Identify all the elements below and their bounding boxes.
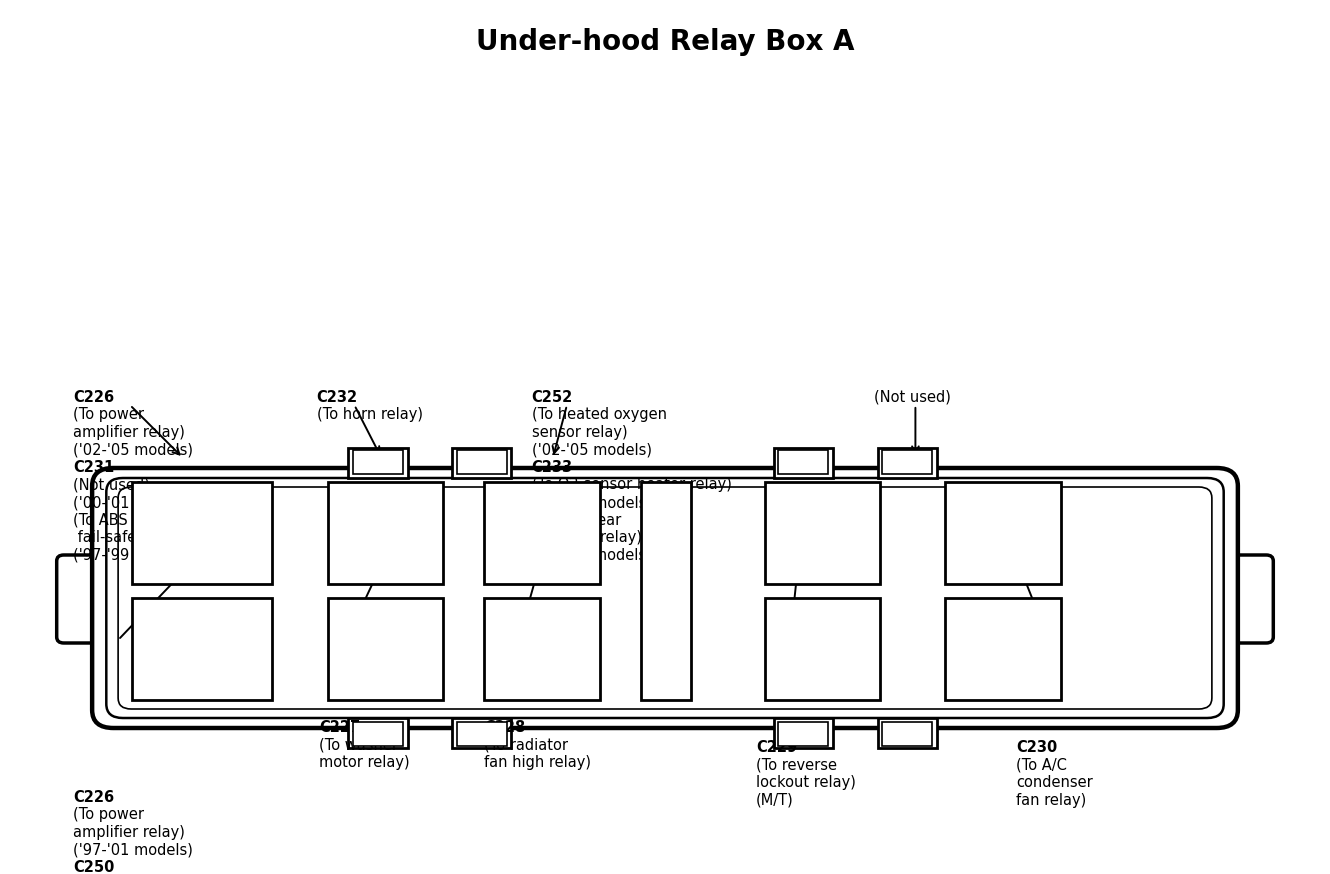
Bar	[458, 722, 507, 746]
Text: ('97-'99 models): ('97-'99 models)	[73, 547, 193, 563]
Text: (To ABS front: (To ABS front	[73, 512, 168, 528]
Bar	[452, 718, 512, 748]
FancyBboxPatch shape	[57, 555, 97, 643]
Bar	[458, 450, 507, 474]
Text: C229: C229	[755, 740, 797, 755]
Text: ('97-'01 models): ('97-'01 models)	[73, 843, 193, 857]
Bar	[329, 598, 443, 700]
Bar	[329, 482, 443, 584]
Text: lockout relay): lockout relay)	[755, 775, 855, 790]
Text: amplifier relay): amplifier relay)	[73, 825, 185, 840]
Bar	[132, 482, 271, 584]
Text: (To heated oxygen: (To heated oxygen	[532, 407, 666, 422]
FancyBboxPatch shape	[92, 468, 1238, 728]
Bar	[484, 482, 600, 584]
Text: fan relay): fan relay)	[1016, 793, 1087, 808]
Bar	[132, 598, 271, 700]
Text: C230: C230	[1016, 740, 1057, 755]
Bar	[641, 482, 692, 700]
Bar	[878, 448, 936, 478]
Bar	[774, 448, 833, 478]
Text: C250: C250	[73, 860, 114, 874]
Bar	[778, 450, 829, 474]
Bar	[354, 722, 403, 746]
Text: Under-hood Relay Box A: Under-hood Relay Box A	[476, 28, 854, 56]
Text: fail-safe relay): fail-safe relay)	[73, 530, 184, 545]
Text: amplifier relay): amplifier relay)	[73, 425, 185, 440]
Text: ('00-'01 models): ('00-'01 models)	[532, 495, 652, 510]
Bar	[878, 718, 936, 748]
FancyBboxPatch shape	[106, 478, 1224, 718]
FancyBboxPatch shape	[1233, 555, 1273, 643]
Bar	[452, 448, 512, 478]
Bar	[944, 598, 1061, 700]
Text: (To power: (To power	[73, 407, 144, 422]
Text: (To radiator: (To radiator	[484, 738, 568, 753]
Text: C232: C232	[317, 390, 358, 405]
Text: (To ABS rear: (To ABS rear	[532, 512, 621, 528]
Text: ('02-'05 models): ('02-'05 models)	[73, 442, 193, 457]
Bar	[348, 448, 407, 478]
FancyBboxPatch shape	[118, 487, 1212, 709]
Text: C231: C231	[73, 460, 114, 475]
Text: ('02-'05 models): ('02-'05 models)	[532, 442, 652, 457]
Text: C226: C226	[73, 790, 114, 805]
Text: (To reverse: (To reverse	[755, 758, 837, 773]
Text: sensor relay): sensor relay)	[532, 425, 628, 440]
Text: (M/T): (M/T)	[755, 793, 794, 808]
Bar	[882, 450, 932, 474]
Text: condenser: condenser	[1016, 775, 1092, 790]
Text: C226: C226	[73, 390, 114, 405]
Bar	[484, 598, 600, 700]
Text: (To horn relay): (To horn relay)	[317, 407, 423, 422]
Text: motor relay): motor relay)	[319, 755, 410, 770]
Text: (To washer: (To washer	[319, 738, 398, 753]
Text: fan high relay): fan high relay)	[484, 755, 592, 770]
Bar	[944, 482, 1061, 584]
Text: fail-safe relay): fail-safe relay)	[532, 530, 641, 545]
Bar	[354, 450, 403, 474]
Text: C228: C228	[484, 720, 525, 735]
Text: C233: C233	[532, 460, 573, 475]
Text: (To O2 sensor heater relay): (To O2 sensor heater relay)	[532, 477, 732, 493]
Text: ('00-'01 models): ('00-'01 models)	[73, 495, 193, 510]
Text: C227: C227	[319, 720, 360, 735]
Bar	[774, 718, 833, 748]
Text: (Not used): (Not used)	[73, 477, 150, 493]
Text: ('97-'99 models): ('97-'99 models)	[532, 547, 652, 563]
Bar	[778, 722, 829, 746]
Bar	[882, 722, 932, 746]
Bar	[765, 598, 880, 700]
Bar	[348, 718, 407, 748]
Text: (To power: (To power	[73, 808, 144, 822]
Text: (Not used): (Not used)	[874, 390, 951, 405]
Text: (To A/C: (To A/C	[1016, 758, 1067, 773]
Bar	[765, 482, 880, 584]
Text: C252: C252	[532, 390, 573, 405]
